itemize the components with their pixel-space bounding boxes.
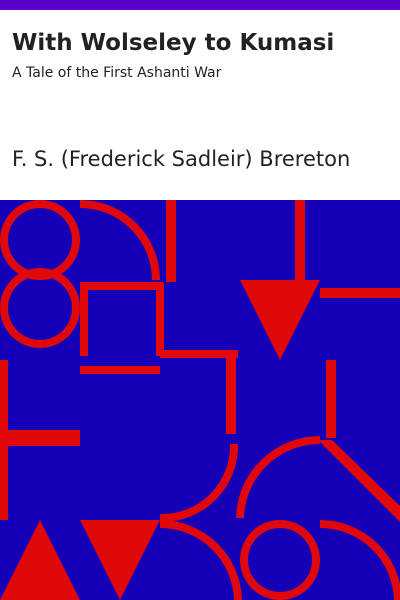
pattern-arc — [159, 520, 242, 600]
pattern-circle — [240, 520, 320, 600]
pattern-bar — [0, 430, 80, 446]
pattern-bar — [166, 200, 176, 282]
pattern-shapes — [0, 200, 400, 600]
pattern-arc — [159, 443, 239, 523]
book-title: With Wolseley to Kumasi — [12, 30, 335, 56]
pattern-arc — [236, 436, 321, 519]
pattern-arc — [319, 520, 400, 600]
pattern-bar — [326, 360, 336, 438]
pattern-bar — [320, 288, 400, 298]
pattern-background — [0, 200, 400, 600]
pattern-circle — [0, 268, 80, 348]
cover-pattern — [0, 200, 400, 600]
pattern-triangle — [240, 280, 320, 360]
pattern-bar — [80, 366, 160, 374]
pattern-triangle — [0, 520, 80, 600]
pattern-bar — [226, 350, 236, 434]
pattern-diagonal — [318, 440, 400, 522]
book-subtitle: A Tale of the First Ashanti War — [12, 65, 222, 81]
accent-bar — [0, 0, 400, 10]
pattern-bar — [160, 350, 238, 358]
pattern-triangle — [80, 520, 160, 600]
pattern-arc — [79, 200, 160, 281]
book-author: F. S. (Frederick Sadleir) Brereton — [12, 147, 351, 171]
pattern-square — [80, 282, 164, 356]
pattern-bar — [295, 200, 305, 284]
